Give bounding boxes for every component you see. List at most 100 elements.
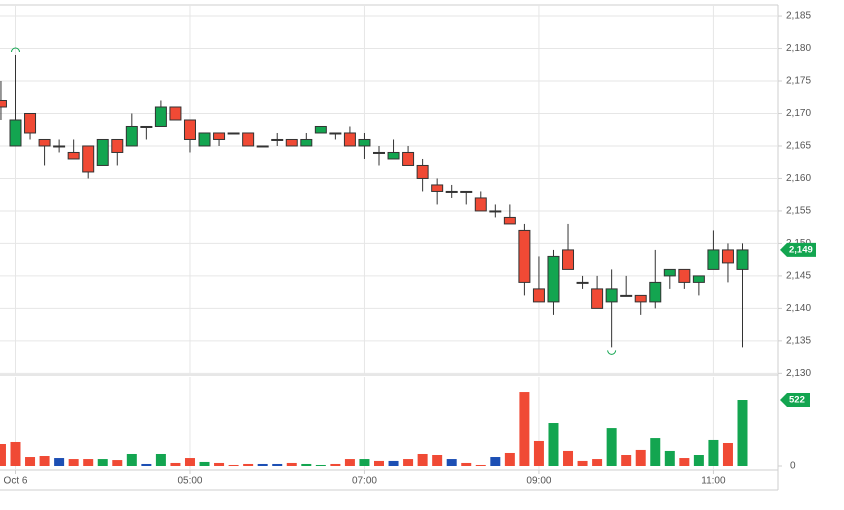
volume-bar	[344, 459, 355, 466]
candle-body	[242, 132, 255, 147]
candle-body	[256, 145, 269, 148]
volume-bar	[155, 453, 166, 466]
volume-bar	[272, 463, 283, 466]
last-price-label: 2,149	[789, 244, 813, 255]
volume-bar	[68, 459, 79, 466]
volume-bar	[228, 464, 239, 466]
volume-bar	[592, 459, 603, 466]
y-tick-label: 2,185	[786, 11, 811, 22]
last-volume-tag	[780, 393, 810, 408]
candle-body	[82, 145, 95, 173]
candle-body	[38, 138, 51, 147]
volume-bar	[461, 462, 472, 466]
y-tick-label: 0	[790, 461, 796, 472]
candle-body	[649, 281, 662, 303]
volume-bar	[243, 463, 254, 466]
candle-body	[692, 275, 705, 283]
candle-body	[532, 288, 545, 303]
x-tick-label: 09:00	[526, 476, 551, 487]
candle-body	[605, 288, 618, 303]
candle-body	[562, 249, 575, 270]
candle-body	[154, 106, 167, 127]
volume-bar	[533, 440, 544, 466]
y-tick-label: 2,145	[786, 271, 811, 282]
y-tick-label: 2,175	[786, 76, 811, 87]
y-tick-label: 2,140	[786, 303, 811, 314]
last-price-tag	[780, 242, 816, 257]
candle-body	[140, 125, 153, 128]
volume-bar	[417, 453, 428, 466]
candle-body	[663, 268, 676, 277]
candle-body	[24, 112, 37, 134]
candle-body	[547, 255, 560, 303]
candle-body	[620, 294, 633, 297]
volume-bar	[112, 460, 123, 466]
volume-bar	[635, 449, 646, 466]
volume-bar	[708, 439, 719, 466]
candle-body	[489, 210, 502, 213]
volume-bar	[170, 462, 181, 466]
y-tick-label: 2,170	[786, 108, 811, 119]
candle-body	[198, 132, 211, 147]
candle-body	[387, 151, 400, 160]
x-tick-label: Oct 6	[4, 476, 28, 487]
candle-body	[0, 99, 7, 108]
y-tick-label: 2,155	[786, 206, 811, 217]
candle-body	[460, 190, 473, 193]
volume-bar	[330, 463, 341, 466]
y-tick-label: 2,130	[786, 368, 811, 379]
volume-bar	[519, 392, 530, 466]
candle-body	[183, 119, 196, 140]
volume-bar	[664, 450, 675, 466]
candle-body	[285, 138, 298, 147]
volume-bar	[286, 462, 297, 466]
candle-body	[358, 138, 371, 147]
volume-bar	[214, 462, 225, 466]
volume-bar	[504, 452, 515, 466]
candle-body	[416, 164, 429, 179]
volume-bar	[141, 463, 152, 466]
candle-body	[721, 249, 734, 264]
volume-bar	[403, 459, 414, 466]
candle-body	[678, 268, 691, 283]
candle-body	[373, 151, 385, 154]
volume-bar	[301, 463, 312, 466]
candle-body	[474, 197, 487, 212]
volume-bar	[10, 441, 21, 466]
candle-body	[9, 119, 22, 147]
x-tick-label: 05:00	[177, 476, 202, 487]
last-volume-label: 522	[789, 395, 805, 406]
y-tick-label: 2,135	[786, 336, 811, 347]
volume-bar	[54, 458, 65, 466]
candle-body	[111, 138, 124, 153]
candle-body	[314, 125, 327, 134]
volume-bar	[446, 459, 457, 466]
x-tick-label: 07:00	[352, 476, 377, 487]
high-marker	[11, 47, 20, 53]
volume-bar	[374, 460, 384, 466]
candle-body	[634, 294, 647, 303]
volume-bar	[650, 438, 661, 466]
volume-bar	[737, 400, 748, 466]
candle-body	[576, 281, 589, 284]
candle-body	[736, 249, 749, 270]
volume-bar	[577, 460, 588, 466]
candle-body	[67, 151, 80, 160]
volume-bar	[359, 459, 370, 466]
candle-body	[271, 138, 284, 141]
candle-body	[503, 216, 516, 225]
candle-body	[96, 138, 109, 166]
volume-bar	[475, 464, 486, 466]
candle-body	[53, 145, 66, 148]
candle-body	[227, 132, 240, 135]
candle-body	[300, 138, 313, 147]
candle-body	[213, 132, 226, 140]
volume-bar	[199, 461, 210, 466]
volume-bar	[257, 463, 268, 466]
volume-bar	[621, 455, 632, 466]
volume-bar	[39, 456, 50, 466]
volume-bar	[490, 457, 501, 466]
